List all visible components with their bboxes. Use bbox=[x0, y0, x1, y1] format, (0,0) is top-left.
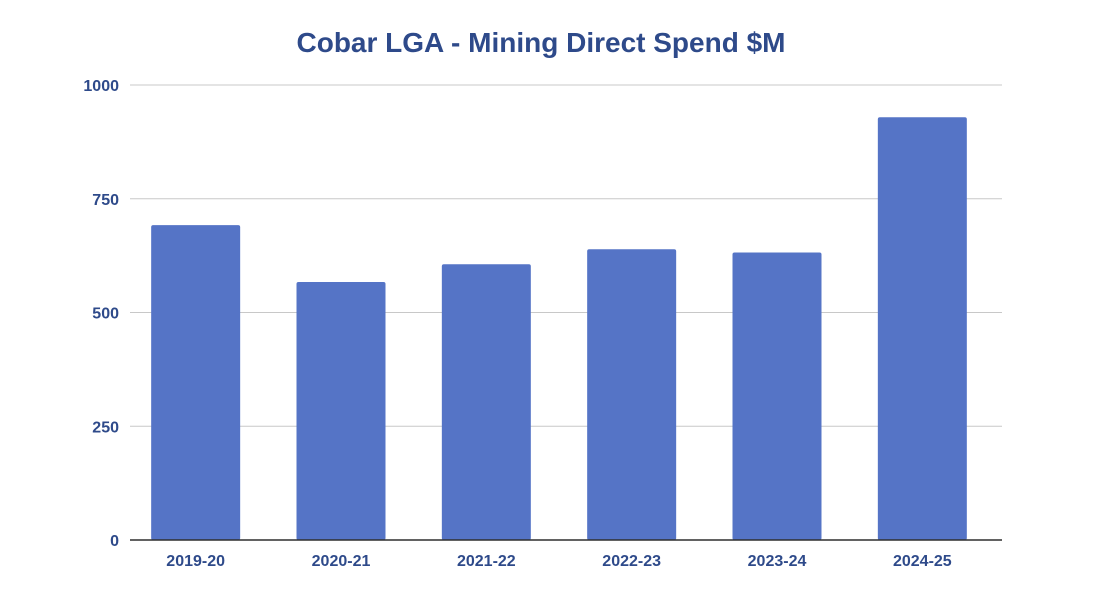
y-tick-label: 250 bbox=[92, 419, 119, 436]
x-tick-label: 2022-23 bbox=[602, 553, 661, 570]
chart-title: Cobar LGA - Mining Direct Spend $M bbox=[297, 27, 786, 58]
y-axis-labels: 0 250 500 750 1000 bbox=[83, 78, 119, 550]
y-tick-label: 0 bbox=[110, 533, 119, 550]
x-axis-labels: 2019-20 2020-21 2021-22 2022-23 2023-24 2024-… bbox=[166, 553, 951, 570]
bar-2022-23 bbox=[587, 249, 677, 540]
bar-2024-25 bbox=[877, 117, 967, 541]
bar-2021-22 bbox=[441, 264, 531, 540]
grid-lines bbox=[130, 84, 1002, 427]
x-tick-label: 2023-24 bbox=[748, 553, 807, 570]
y-tick-label: 500 bbox=[92, 306, 119, 323]
bar-2023-24 bbox=[732, 252, 822, 540]
y-tick-label: 1000 bbox=[83, 78, 119, 95]
bar-series bbox=[151, 117, 967, 541]
x-tick-label: 2021-22 bbox=[457, 553, 516, 570]
bar-2019-20 bbox=[151, 225, 241, 540]
bar-2020-21 bbox=[296, 282, 386, 540]
y-tick-label: 750 bbox=[92, 192, 119, 209]
x-tick-label: 2019-20 bbox=[166, 553, 225, 570]
x-tick-label: 2024-25 bbox=[893, 553, 952, 570]
x-tick-label: 2020-21 bbox=[312, 553, 371, 570]
